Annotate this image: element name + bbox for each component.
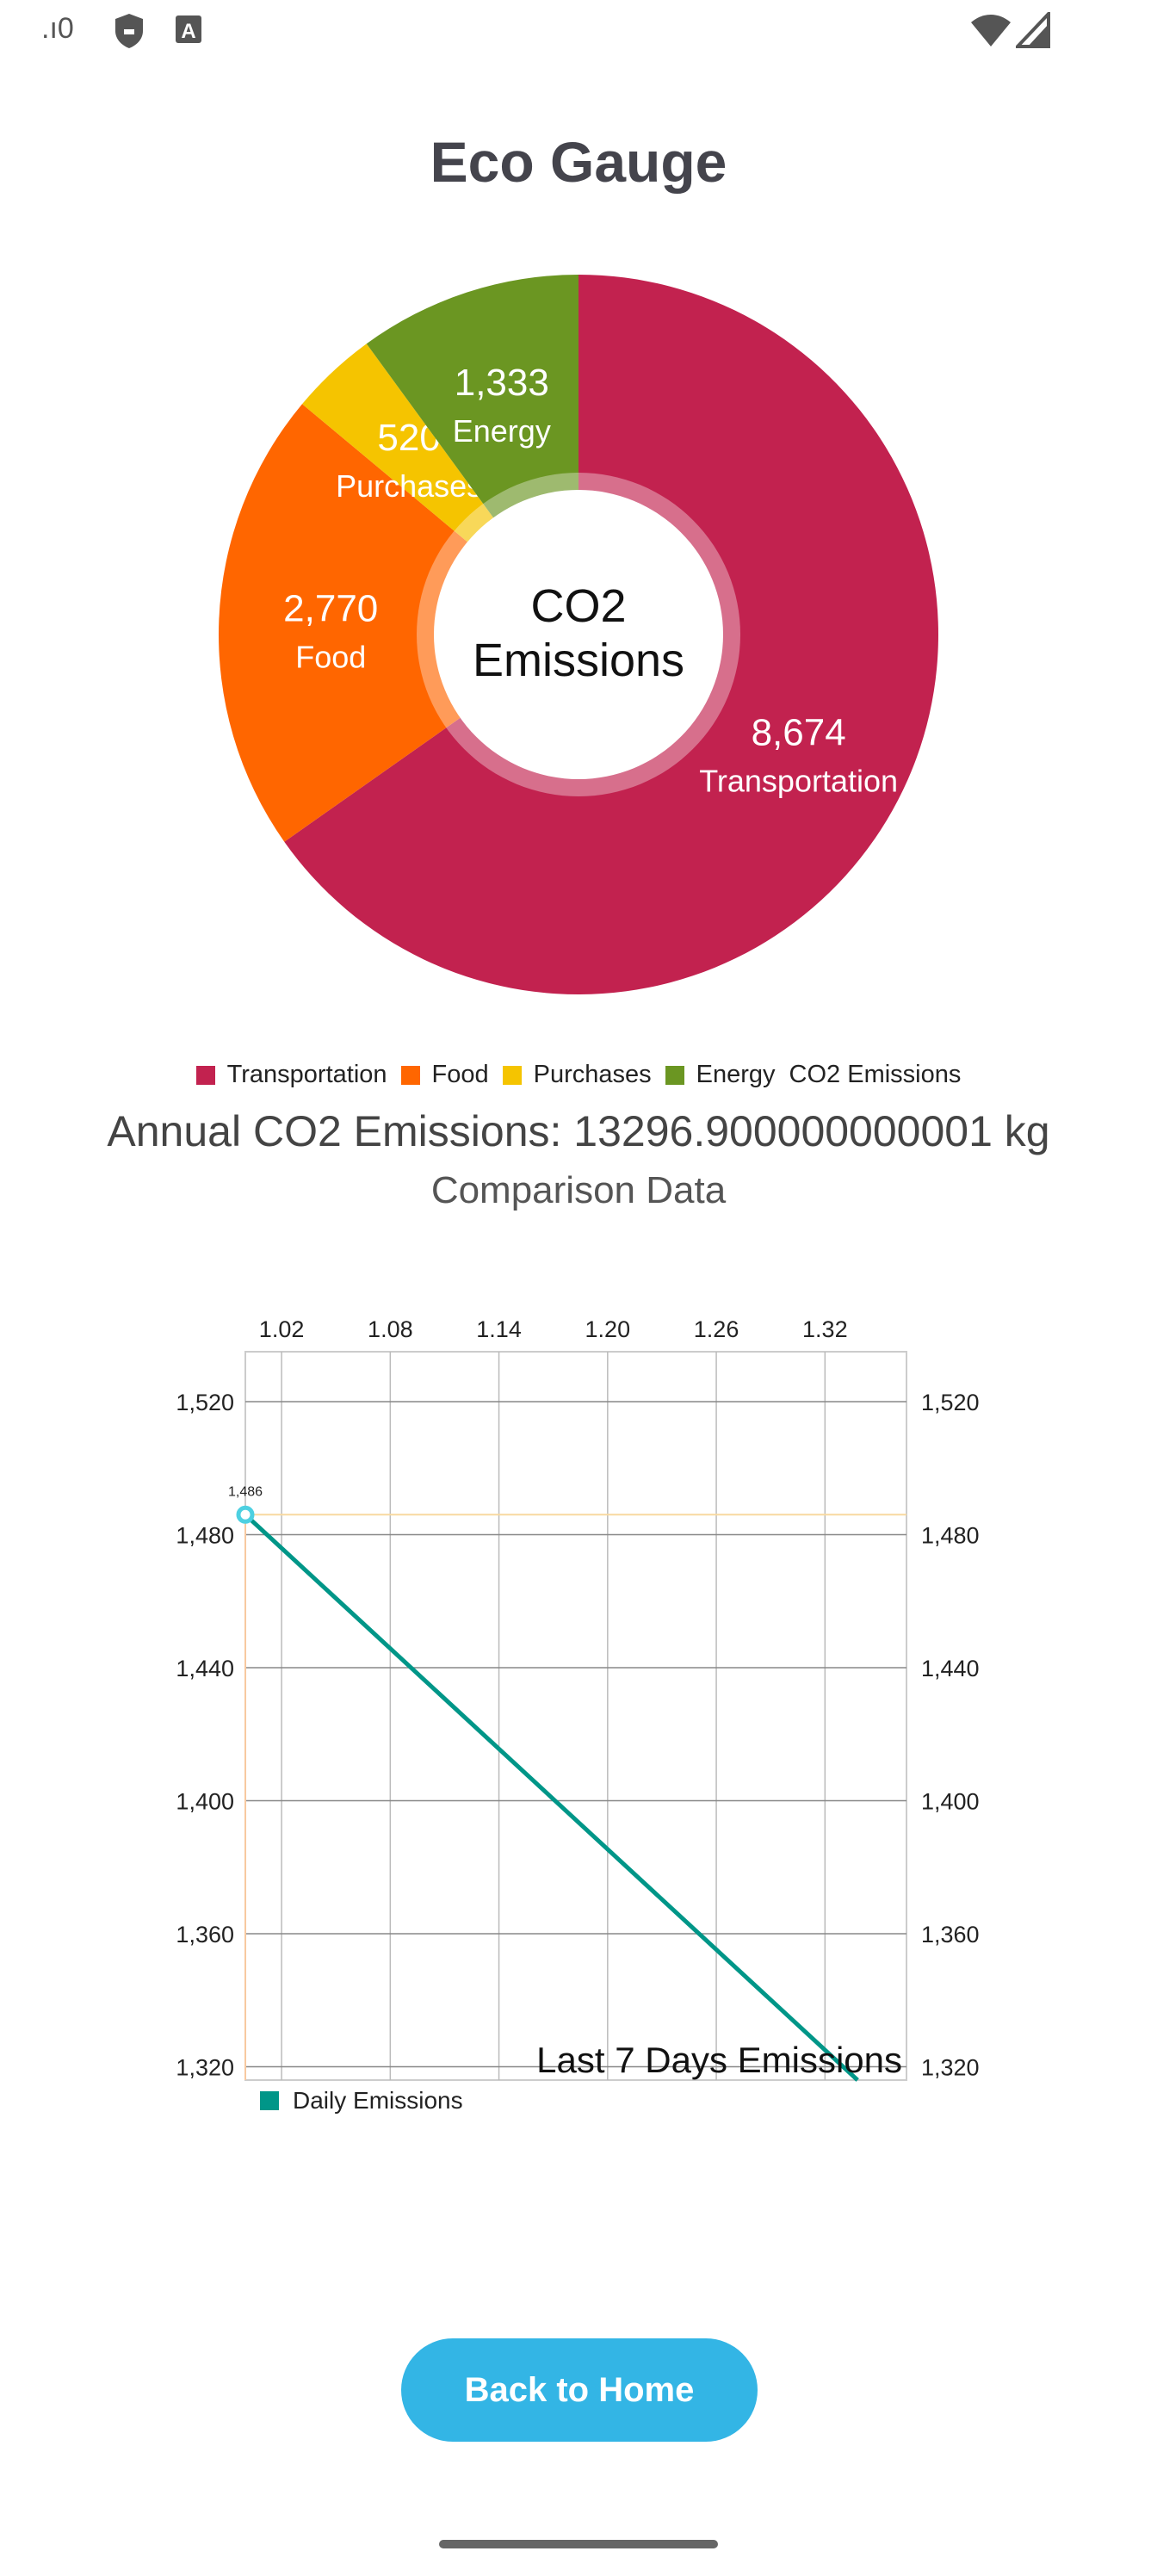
x-tick-label: 1.20 (585, 1316, 631, 1342)
series-line-daily-emissions[interactable] (244, 1513, 859, 2082)
status-bar: .ı0 A (0, 0, 1157, 62)
chart-legend-label: Daily Emissions (293, 2087, 463, 2114)
chart-legend-swatch (260, 2091, 279, 2110)
plot-frame (244, 1351, 907, 2081)
app-title: Eco Gauge (430, 130, 727, 194)
y-tick-label-right: 1,400 (921, 1789, 980, 1815)
legend-item-co2-emissions: CO2 Emissions (789, 1061, 962, 1089)
y-axis-right-ticks: 1,520 1,480 1,440 1,400 1,360 1,320 (921, 1390, 980, 2081)
legend-label-trailing: CO2 Emissions (789, 1061, 962, 1088)
donut-slice-label: Food (295, 639, 366, 674)
x-tick-label: 1.26 (694, 1316, 739, 1342)
donut-slice-value: 8,674 (752, 712, 846, 754)
legend-label: Food (431, 1061, 489, 1088)
chart-description: Last 7 Days Emissions (536, 2040, 902, 2080)
x-tick-label: 1.32 (802, 1316, 848, 1342)
y-tick-label-right: 1,320 (921, 2055, 980, 2081)
y-tick-label-left: 1,320 (176, 2055, 234, 2081)
gesture-nav-handle[interactable] (439, 2540, 718, 2548)
donut-center-line1: CO2 (530, 580, 626, 632)
back-to-home-button[interactable]: Back to Home (401, 2338, 758, 2442)
donut-slice-value: 1,333 (455, 362, 549, 404)
legend-label: Transportation (226, 1061, 387, 1088)
status-time: .ı0 (41, 12, 74, 45)
donut-chart[interactable]: 8,674Transportation2,770Food520Purchases… (0, 250, 1157, 1025)
x-axis-ticks: 1.02 1.08 1.14 1.20 1.26 1.32 (259, 1316, 848, 1342)
comparison-label: Comparison Data (430, 1169, 727, 1211)
wifi-icon (971, 15, 1011, 46)
legend-item-purchases: Purchases (502, 1061, 652, 1089)
cell-signal-icon (1016, 12, 1050, 48)
legend-label: Energy (696, 1061, 776, 1088)
y-tick-label-right: 1,520 (921, 1390, 980, 1415)
donut-slice-label: Transportation (699, 764, 898, 799)
font-a-icon: A (176, 15, 201, 43)
line-chart[interactable]: 1.02 1.08 1.14 1.20 1.26 1.32 1,520 1,480 1,440… (0, 1291, 1157, 2135)
donut-center-line2: Emissions (473, 635, 684, 686)
y-tick-label-right: 1,440 (921, 1656, 980, 1681)
svg-text:A: A (181, 20, 195, 43)
legend-item-energy: Energy (665, 1061, 776, 1089)
x-tick-label: 1.02 (259, 1316, 305, 1342)
legend-label: Purchases (533, 1061, 652, 1088)
legend-swatch (400, 1065, 420, 1085)
annual-emissions-text: Annual CO2 Emissions: 13296.900000000001… (107, 1107, 1050, 1155)
chart-series: 1,486 (228, 1484, 906, 2082)
shield-icon (115, 14, 143, 48)
legend-item-transportation: Transportation (195, 1061, 387, 1089)
donut-slice-label: Purchases (336, 468, 482, 504)
y-tick-label-left: 1,440 (176, 1656, 234, 1681)
highlight-value-label: 1,486 (228, 1484, 263, 1499)
donut-slice-value: 2,770 (283, 587, 378, 629)
y-axis-left-ticks: 1,520 1,480 1,440 1,400 1,360 1,320 (176, 1390, 234, 2081)
legend-swatch (195, 1065, 215, 1085)
y-tick-label-left: 1,480 (176, 1522, 234, 1548)
y-tick-label-right: 1,480 (921, 1522, 980, 1548)
x-tick-label: 1.14 (476, 1316, 522, 1342)
legend-swatch (665, 1065, 684, 1085)
y-tick-label-right: 1,360 (921, 1922, 980, 1947)
highlight-point[interactable] (236, 1505, 255, 1524)
x-tick-label: 1.08 (368, 1316, 413, 1342)
legend-swatch (502, 1065, 522, 1085)
legend-item-food: Food (400, 1061, 489, 1089)
donut-hole (434, 490, 723, 779)
donut-slice-label: Energy (453, 413, 551, 449)
donut-slice-food[interactable] (218, 404, 578, 842)
y-tick-label-left: 1,520 (176, 1390, 234, 1415)
chart-grid (244, 1351, 907, 2081)
y-tick-label-left: 1,400 (176, 1789, 234, 1815)
y-tick-label-left: 1,360 (176, 1922, 234, 1947)
pie-legend: Transportation Food Purchases Energy CO2… (0, 1061, 1157, 1089)
